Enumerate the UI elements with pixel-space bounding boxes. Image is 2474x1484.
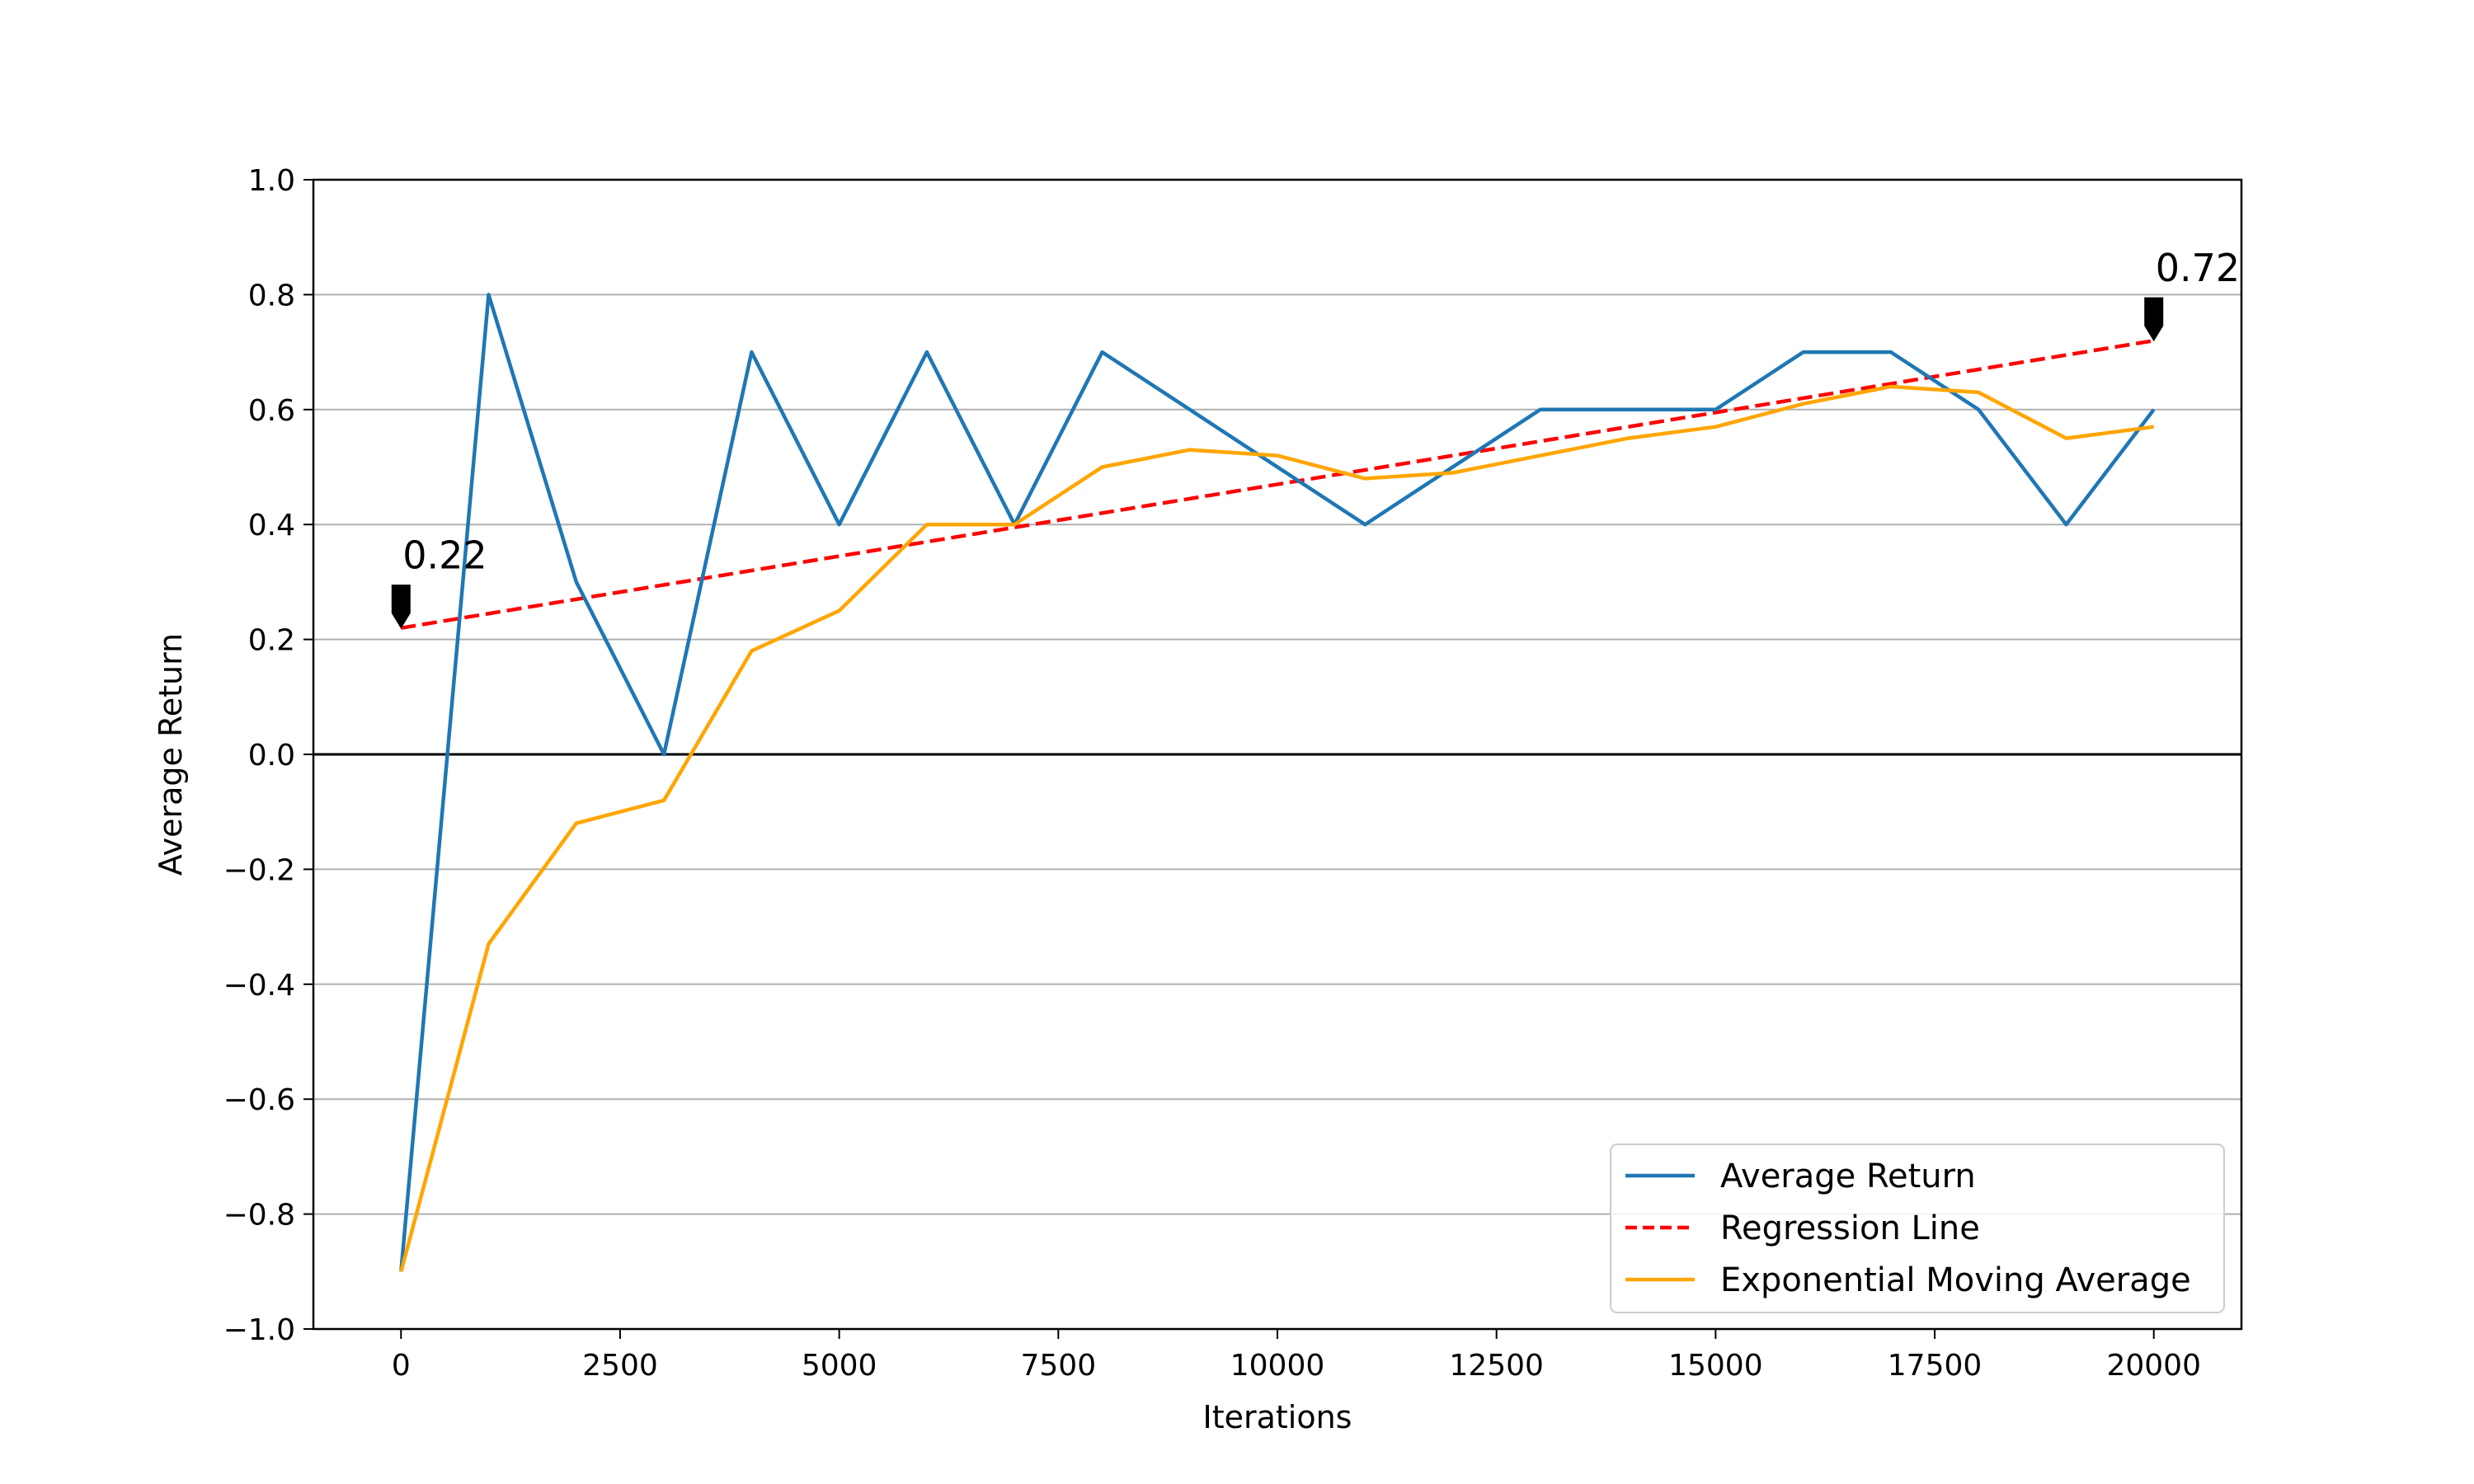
annotation-label: 0.72 xyxy=(2156,246,2240,290)
x-tick-label: 20000 xyxy=(2106,1349,2201,1383)
y-tick-label: −1.0 xyxy=(223,1313,295,1347)
x-tick-label: 0 xyxy=(392,1349,411,1383)
y-tick-label: −0.8 xyxy=(223,1199,295,1233)
y-tick-label: 0.6 xyxy=(248,394,295,428)
y-tick-label: 0.4 xyxy=(248,509,295,542)
annotations: 0.22 0.72 xyxy=(391,246,2240,629)
y-axis-title: Average Return xyxy=(153,633,189,876)
x-tick-label: 5000 xyxy=(802,1349,877,1383)
axis-ticks: −1.0 −0.8 −0.6 −0.4 −0.2 0.0 0.2 0.4 0.6 0.8 1.0 0 2… xyxy=(223,164,2201,1383)
x-tick-label: 17500 xyxy=(1888,1349,1982,1383)
legend-label: Regression Line xyxy=(1720,1209,1980,1247)
x-tick-label: 15000 xyxy=(1668,1349,1763,1383)
y-tick-label: −0.6 xyxy=(223,1083,295,1117)
x-tick-label: 10000 xyxy=(1230,1349,1325,1383)
y-tick-label: −0.4 xyxy=(223,969,295,1003)
data-series xyxy=(399,293,2156,1272)
x-axis-title: Iterations xyxy=(1203,1399,1352,1435)
y-tick-label: 1.0 xyxy=(248,164,295,198)
y-tick-label: −0.2 xyxy=(223,853,295,887)
annotation-arrow xyxy=(391,585,411,629)
annotation-arrow xyxy=(2144,297,2164,342)
x-tick-label: 7500 xyxy=(1021,1349,1097,1383)
x-tick-label: 12500 xyxy=(1449,1349,1544,1383)
legend: Average Return Regression Line Exponential… xyxy=(1610,1144,2225,1313)
legend-label: Average Return xyxy=(1720,1158,1976,1195)
annotation-label: 0.22 xyxy=(402,533,487,578)
x-tick-label: 2500 xyxy=(582,1349,658,1383)
y-tick-label: 0.2 xyxy=(248,624,295,658)
series-line-exponential-moving-average xyxy=(399,384,2154,1272)
series-line-regression-line xyxy=(400,338,2155,630)
y-tick-label: 0.0 xyxy=(248,739,295,773)
legend-box xyxy=(1610,1144,2225,1313)
series-line-average-return xyxy=(399,293,2156,1272)
y-tick-label: 0.8 xyxy=(248,279,295,312)
legend-label: Exponential Moving Average xyxy=(1720,1261,2191,1299)
